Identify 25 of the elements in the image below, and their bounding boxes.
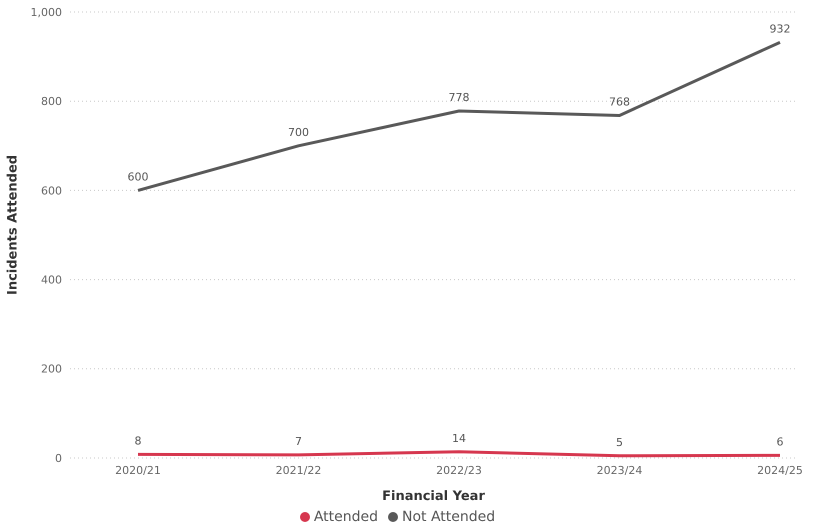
y-tick-label: 800 [41,95,62,108]
data-label: 5 [616,436,623,449]
data-label: 6 [776,435,784,448]
data-label: 14 [452,432,466,445]
x-tick-label: 2024/25 [757,464,803,477]
data-label: 700 [288,126,309,139]
x-tick-label: 2023/24 [596,464,642,477]
data-label: 932 [770,22,790,36]
data-label: 7 [295,434,302,448]
x-tick-label: 2020/21 [115,464,161,477]
x-tick-label: 2022/23 [436,464,482,477]
data-label: 600 [128,170,148,184]
y-tick-label: 0 [55,452,62,465]
legend-label: Not Attended [402,509,496,525]
x-axis-title: Financial Year [382,489,486,504]
y-tick-label: 600 [41,184,62,198]
y-tick-label: 200 [41,362,62,376]
x-tick-label: 2021/22 [276,464,322,477]
y-axis-title: Incidents Attended [6,154,21,295]
data-label: 778 [448,91,470,104]
y-tick-label: 1,000 [30,6,62,19]
y-tick-label: 400 [41,274,62,287]
legend-label: Attended [314,509,378,525]
data-label: 768 [609,95,630,108]
data-label: 8 [134,434,142,448]
